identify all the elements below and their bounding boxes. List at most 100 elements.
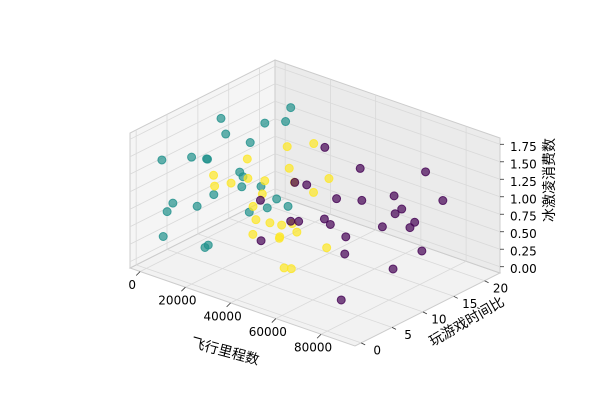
grid-line xyxy=(274,170,501,250)
y-tick-label: 5 xyxy=(404,328,412,342)
point xyxy=(417,246,427,256)
tick-mark xyxy=(316,333,322,339)
tick-mark xyxy=(271,318,277,323)
point xyxy=(277,220,287,230)
point xyxy=(256,236,266,246)
point xyxy=(355,163,365,173)
point xyxy=(292,227,302,237)
point xyxy=(248,201,258,211)
x-tick-label: 60000 xyxy=(249,325,287,339)
point xyxy=(162,207,172,217)
grid-line xyxy=(259,202,485,282)
point xyxy=(309,187,319,197)
grid-line xyxy=(230,229,376,304)
point xyxy=(322,243,332,253)
grid-line xyxy=(129,153,276,228)
tick-mark xyxy=(391,327,397,330)
tick-mark xyxy=(135,271,141,276)
point xyxy=(226,178,236,188)
grid-line xyxy=(274,135,501,215)
grid-line xyxy=(274,188,501,268)
tick-mark xyxy=(422,311,428,315)
point xyxy=(260,118,270,128)
z-tick-label: 0.25 xyxy=(510,245,537,259)
z-tick-label: 1.25 xyxy=(510,175,537,189)
grid-line xyxy=(129,135,276,210)
point xyxy=(255,195,265,205)
grid-line xyxy=(129,118,276,193)
point xyxy=(281,117,291,127)
point xyxy=(245,138,255,148)
x-tick-label: 0 xyxy=(128,278,136,292)
tick-mark xyxy=(360,342,366,346)
point xyxy=(421,167,431,177)
point xyxy=(283,201,293,211)
point xyxy=(309,139,319,149)
point xyxy=(157,155,167,165)
point xyxy=(216,113,226,123)
grid-line xyxy=(166,248,393,328)
point xyxy=(286,216,296,226)
point xyxy=(286,264,296,274)
grid-line xyxy=(197,233,424,313)
z-tick-label: 0.50 xyxy=(510,227,537,241)
grid-line xyxy=(129,100,276,175)
grid-line xyxy=(274,65,501,145)
point xyxy=(325,219,335,229)
grid-line xyxy=(129,188,276,263)
point xyxy=(242,154,252,164)
point xyxy=(389,191,399,201)
point xyxy=(203,154,213,164)
point xyxy=(248,229,258,239)
point xyxy=(243,173,253,183)
point xyxy=(290,177,300,187)
point xyxy=(275,232,285,242)
tick-mark xyxy=(181,286,186,292)
point xyxy=(192,201,202,211)
point xyxy=(319,214,329,224)
point xyxy=(210,181,220,191)
point xyxy=(320,142,330,152)
point xyxy=(377,222,387,232)
point xyxy=(237,182,247,192)
point xyxy=(265,218,275,228)
x-axis-label: 飞行里程数 xyxy=(189,335,261,369)
z-tick-label: 1.50 xyxy=(510,157,537,171)
point xyxy=(390,209,400,219)
tick-mark xyxy=(453,295,458,299)
point xyxy=(302,180,312,190)
z-axis-label: 冰激凌消费数 xyxy=(541,138,558,222)
x-tick-label: 20000 xyxy=(158,294,196,308)
point xyxy=(332,194,342,204)
tick-mark xyxy=(484,280,489,284)
grid-line xyxy=(129,65,276,140)
x-tick-label: 80000 xyxy=(294,341,332,355)
grid-line xyxy=(129,83,276,158)
point xyxy=(187,152,197,162)
z-tick-label: 1.00 xyxy=(510,192,537,206)
y-tick-label: 0 xyxy=(373,343,381,357)
grid-line xyxy=(274,83,501,163)
point xyxy=(221,129,231,139)
z-tick-label: 0.00 xyxy=(510,262,537,276)
grid-line xyxy=(274,118,501,198)
z-tick-label: 1.75 xyxy=(510,140,537,154)
grid-line xyxy=(274,153,501,233)
point xyxy=(294,216,304,226)
y-tick-label: 10 xyxy=(431,312,446,326)
grid-line xyxy=(274,100,501,180)
point xyxy=(168,198,178,208)
y-tick-label: 15 xyxy=(462,297,477,311)
point xyxy=(357,195,367,205)
point xyxy=(284,163,294,173)
point xyxy=(251,215,261,225)
point xyxy=(438,196,448,206)
point xyxy=(388,264,398,274)
grid-line xyxy=(136,264,362,344)
point xyxy=(282,142,292,152)
x-tick-label: 40000 xyxy=(204,309,242,323)
point xyxy=(203,240,213,250)
point xyxy=(209,170,219,180)
grid-line xyxy=(275,245,422,319)
point xyxy=(397,204,407,214)
